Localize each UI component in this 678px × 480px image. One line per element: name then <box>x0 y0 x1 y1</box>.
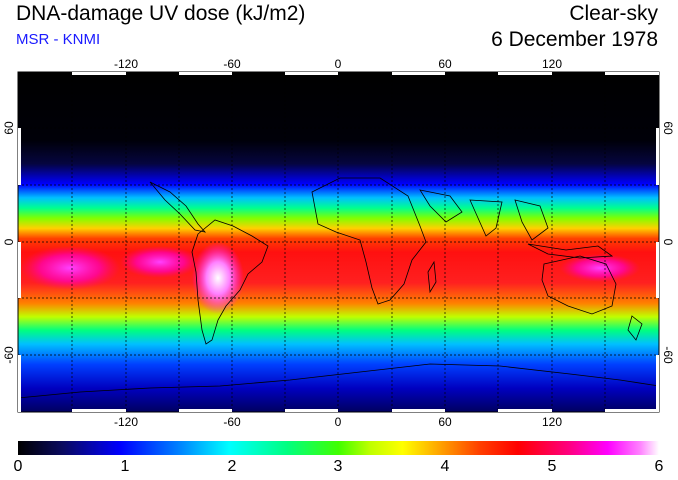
colorbar-label: 1 <box>120 458 130 475</box>
colorbar-label: 6 <box>654 458 664 475</box>
colorbar-label: 5 <box>547 458 557 475</box>
map-date: 6 December 1978 <box>491 28 658 51</box>
sky-condition: Clear-sky <box>569 2 658 25</box>
coast-southeast-asia <box>514 199 549 241</box>
coast-indonesia <box>527 243 614 259</box>
colorbar-label: 3 <box>333 458 343 475</box>
hotspot-indian <box>560 254 640 282</box>
colorbar-label: 4 <box>440 458 450 475</box>
coast-arabia <box>419 189 463 223</box>
lat-label-left: -60 <box>2 346 16 364</box>
coast-madagascar <box>427 260 437 294</box>
coast-south-america <box>191 219 269 345</box>
coast-antarctica <box>17 363 660 399</box>
lon-label-bottom: 0 <box>335 415 342 429</box>
lat-label-right: 0 <box>661 239 675 246</box>
map-title: DNA-damage UV dose (kJ/m2) <box>16 2 306 25</box>
coast-new-zealand <box>627 315 643 341</box>
graticule <box>18 72 659 412</box>
map-frame <box>17 71 660 413</box>
lon-label-top: -60 <box>223 57 241 71</box>
lon-label-bottom: 60 <box>438 415 452 429</box>
colorbar <box>18 441 659 455</box>
coastlines <box>17 177 660 399</box>
coast-india <box>469 199 503 237</box>
map-subtitle: MSR - KNMI <box>16 31 101 48</box>
lat-label-right: 60 <box>661 121 675 135</box>
lon-label-bottom: -120 <box>114 415 138 429</box>
lon-label-top: 0 <box>335 57 342 71</box>
lat-label-right: -60 <box>661 346 675 364</box>
coast-australia <box>541 255 617 315</box>
hotspot-andes <box>192 242 244 314</box>
lon-label-top: 120 <box>542 57 562 71</box>
lon-label-top: 60 <box>438 57 452 71</box>
hotspot-south-pacific <box>20 246 120 290</box>
hotspot-pacific-east <box>120 246 200 278</box>
colorbar-label: 2 <box>227 458 237 475</box>
coast-africa <box>311 177 427 305</box>
lon-label-bottom: 120 <box>542 415 562 429</box>
lon-label-bottom: -60 <box>223 415 241 429</box>
lon-label-top: -120 <box>114 57 138 71</box>
lat-label-left: 0 <box>2 238 16 245</box>
lat-label-left: 60 <box>2 121 16 135</box>
colorbar-label: 0 <box>13 458 23 475</box>
coast-central-america <box>149 181 207 233</box>
